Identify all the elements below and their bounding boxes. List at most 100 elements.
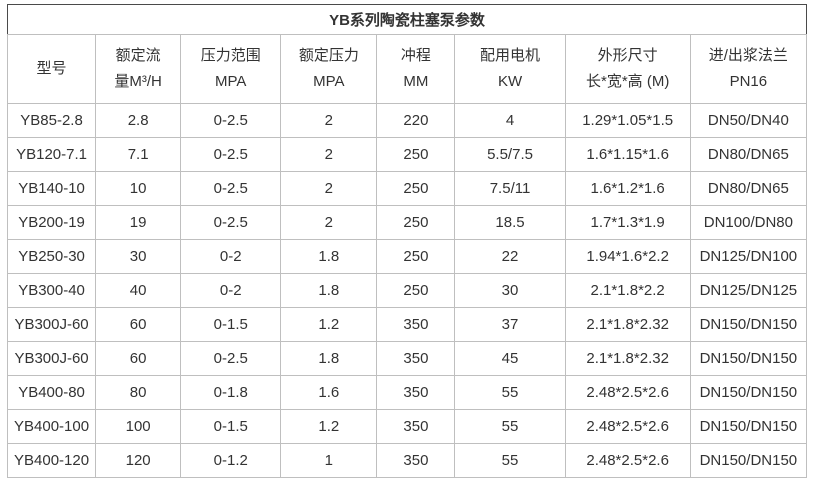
table-cell: 250 [376,239,456,274]
table-cell: 45 [454,341,566,376]
table-cell: 2.48*2.5*2.6 [564,409,691,444]
table-cell: 2.8 [95,103,182,138]
table-cell: YB400-100 [6,409,97,444]
table-body: YB85-2.8 2.8 0-2.5 2 220 4 1.29*1.05*1.5 DN50/D… [6,103,808,478]
table-cell: 37 [454,307,566,342]
table-cell: DN150/DN150 [689,307,808,342]
table-cell: 1 [280,443,378,478]
table-cell: 250 [376,205,456,240]
column-header: 进/出浆法兰 PN16 [689,34,808,104]
table-cell: 40 [95,273,182,308]
table-cell: 2.48*2.5*2.6 [564,443,691,478]
table-cell: 55 [454,409,566,444]
column-header: 型号 [6,34,97,104]
column-header-line1: 进/出浆法兰 [708,47,788,64]
column-header-line2: MM [403,73,429,90]
table-cell: YB85-2.8 [6,103,97,138]
table-row: YB400-120 120 0-1.2 1 350 55 2.48*2.5*2.6 DN150… [6,443,808,478]
table-cell: YB200-19 [6,205,97,240]
table-cell: DN150/DN150 [689,375,808,410]
table-row: YB400-100 100 0-1.5 1.2 350 55 2.48*2.5*2.6 DN1… [6,409,808,444]
table-cell: 80 [95,375,182,410]
table-cell: 2 [280,103,378,138]
table-cell: 100 [95,409,182,444]
column-header: 额定压力 MPA [280,34,378,104]
table-row: YB300J-60 60 0-2.5 1.8 350 45 2.1*1.8*2.32 DN15… [6,341,808,376]
table-cell: DN100/DN80 [689,205,808,240]
table-cell: 60 [95,307,182,342]
table-cell: 350 [376,307,456,342]
table-cell: 2 [280,171,378,206]
table-cell: 0-2.5 [180,137,282,172]
column-header-line1: 冲程 [400,47,431,64]
table-title: YB系列陶瓷柱塞泵参数 [7,4,807,35]
table-cell: YB250-30 [6,239,97,274]
table-row: YB300-40 40 0-2 1.8 250 30 2.1*1.8*2.2 DN125/DN… [6,273,808,308]
table-cell: 0-2.5 [180,171,282,206]
table-cell: 2.48*2.5*2.6 [564,375,691,410]
table-cell: 1.8 [280,341,378,376]
table-cell: 1.6*1.15*1.6 [564,137,691,172]
table-cell: 7.1 [95,137,182,172]
table-cell: DN80/DN65 [689,137,808,172]
table-cell: YB300-40 [6,273,97,308]
table-row: YB400-80 80 0-1.8 1.6 350 55 2.48*2.5*2.6 DN150… [6,375,808,410]
column-header-line2: 量M³/H [114,73,162,90]
table-cell: 1.8 [280,239,378,274]
table-row: YB120-7.1 7.1 0-2.5 2 250 5.5/7.5 1.6*1.15*1.6… [6,137,808,172]
column-header: 外形尺寸 长*宽*高 (M) [564,34,691,104]
table-cell: 1.94*1.6*2.2 [564,239,691,274]
column-header-line1: 额定压力 [298,47,359,64]
table-cell: 18.5 [454,205,566,240]
column-header-line1: 型号 [36,60,67,77]
table-cell: 2 [280,205,378,240]
table-cell: YB300J-60 [6,307,97,342]
table-cell: 350 [376,375,456,410]
column-header: 压力范围 MPA [180,34,282,104]
table-cell: 22 [454,239,566,274]
table-cell: 250 [376,137,456,172]
column-header: 配用电机 KW [454,34,566,104]
table-cell: 220 [376,103,456,138]
table-cell: 0-2.5 [180,341,282,376]
table-cell: 1.6*1.2*1.6 [564,171,691,206]
column-header: 额定流量M³/H [95,34,182,104]
table-cell: DN150/DN150 [689,341,808,376]
table-cell: YB300J-60 [6,341,97,376]
table-cell: 0-2.5 [180,103,282,138]
table-cell: YB120-7.1 [6,137,97,172]
table-cell: DN80/DN65 [689,171,808,206]
table-cell: 2 [280,137,378,172]
table-cell: 55 [454,375,566,410]
table-cell: 0-2 [180,239,282,274]
table-cell: 0-1.2 [180,443,282,478]
table-cell: 10 [95,171,182,206]
table-cell: YB400-80 [6,375,97,410]
table-cell: DN150/DN150 [689,409,808,444]
table-row: YB250-30 30 0-2 1.8 250 22 1.94*1.6*2.2 DN125/D… [6,239,808,274]
table-cell: 0-1.5 [180,409,282,444]
table-cell: 1.8 [280,273,378,308]
table-row: YB140-10 10 0-2.5 2 250 7.5/11 1.6*1.2*1.6 DN80… [6,171,808,206]
column-header-line1: 额定流 [115,47,161,64]
table-header-row: 型号 额定流 量M³/H 压力范围 MPA 额定压力 MPA 冲程 MM 配用电机 KW 外形尺寸 长*… [6,34,808,104]
table-cell: YB140-10 [6,171,97,206]
column-header-line1: 外形尺寸 [597,47,658,64]
table-row: YB85-2.8 2.8 0-2.5 2 220 4 1.29*1.05*1.5 DN50/D… [6,103,808,138]
table-cell: 0-2.5 [180,205,282,240]
table-cell: 0-2 [180,273,282,308]
table-row: YB300J-60 60 0-1.5 1.2 350 37 2.1*1.8*2.32 DN15… [6,307,808,342]
table-cell: 19 [95,205,182,240]
column-header-line2: KW [497,73,523,90]
column-header-line2: MPA [313,73,345,90]
table-cell: 1.2 [280,307,378,342]
pump-spec-table: YB系列陶瓷柱塞泵参数 型号 额定流 量M³/H 压力范围 MPA 额定压力 MPA 冲程 MM… [6,4,808,478]
table-row: YB200-19 19 0-2.5 2 250 18.5 1.7*1.3*1.9 DN100/… [6,205,808,240]
table-cell: 2.1*1.8*2.32 [564,307,691,342]
column-header-line2: MPA [215,73,247,90]
table-cell: DN150/DN150 [689,443,808,478]
table-cell: YB400-120 [6,443,97,478]
column-header: 冲程 MM [376,34,456,104]
table-cell: DN125/DN125 [689,273,808,308]
